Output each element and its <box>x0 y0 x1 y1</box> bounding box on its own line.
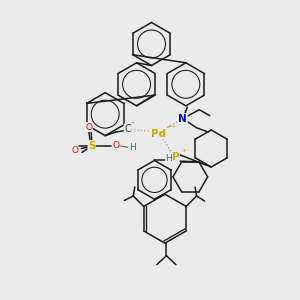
Text: ++: ++ <box>167 124 177 129</box>
Text: P: P <box>172 152 179 163</box>
Text: N: N <box>178 114 187 124</box>
Text: H: H <box>165 154 172 164</box>
Text: O: O <box>112 141 119 150</box>
Text: +: + <box>182 148 187 153</box>
Text: C: C <box>124 124 131 134</box>
Text: -: - <box>183 107 186 113</box>
Text: -: - <box>132 119 135 125</box>
Text: O: O <box>85 122 92 131</box>
Text: H: H <box>129 143 136 152</box>
Text: S: S <box>88 140 95 151</box>
Text: O: O <box>71 146 78 154</box>
Text: Pd: Pd <box>152 129 166 139</box>
